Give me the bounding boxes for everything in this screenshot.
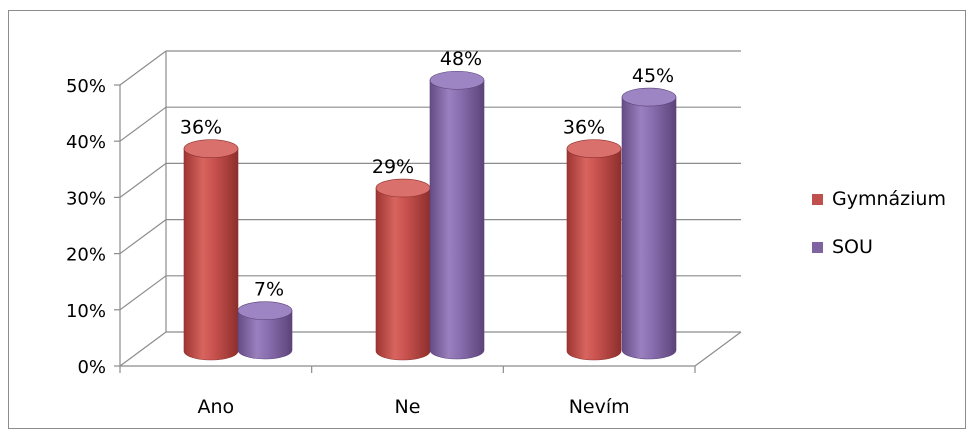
legend-item-gymnázium: Gymnázium xyxy=(812,188,946,210)
bar-body xyxy=(375,187,431,361)
x-tick-label: Ano xyxy=(197,396,234,418)
gridline-diagonal xyxy=(119,331,167,367)
data-label: 48% xyxy=(440,48,482,70)
legend: Gymnázium SOU xyxy=(812,188,946,258)
bar-gymnázium-ano xyxy=(183,139,239,361)
y-tick-label: 10% xyxy=(66,301,106,322)
data-labels: 36% 7% 29% 48% 36% 45% xyxy=(180,48,674,300)
x-tick-label: Nevím xyxy=(569,396,630,418)
legend-item-sou: SOU xyxy=(812,236,873,258)
bar-sou-ne xyxy=(429,70,485,360)
legend-swatch xyxy=(812,194,823,205)
bar-top xyxy=(566,139,622,158)
bar-sou-ano xyxy=(237,301,293,360)
gridline-diagonal xyxy=(119,162,167,198)
data-label: 36% xyxy=(563,117,605,139)
bar-body xyxy=(621,96,677,360)
bar-sou-nevím xyxy=(621,87,677,360)
y-tick-label: 50% xyxy=(66,76,106,97)
gridline-diagonal xyxy=(119,106,167,142)
axes: 0% 10% 20% 30% 40% 50% Ano Ne Nevím xyxy=(66,76,696,418)
bar-body xyxy=(237,310,293,360)
data-label: 45% xyxy=(632,65,674,87)
legend-label: SOU xyxy=(832,236,873,258)
gridline-diagonal xyxy=(119,219,167,255)
bar-top xyxy=(375,178,431,198)
bar-body xyxy=(429,79,485,360)
legend-swatch xyxy=(812,242,823,253)
y-tick-label: 0% xyxy=(77,357,106,378)
data-label: 29% xyxy=(372,156,414,178)
data-label: 7% xyxy=(254,279,284,301)
bar-top xyxy=(183,139,239,158)
data-label: 36% xyxy=(180,117,222,139)
y-tick-label: 40% xyxy=(66,132,106,153)
y-tick-label: 20% xyxy=(66,245,106,266)
bar-top xyxy=(429,70,485,90)
y-tick-label: 30% xyxy=(66,188,106,209)
gridline-diagonal xyxy=(119,50,167,86)
bar-top xyxy=(621,87,677,107)
x-tick-label: Ne xyxy=(395,396,421,418)
bar-top xyxy=(237,301,293,320)
floor-right-edge xyxy=(694,331,742,367)
bar-gymnázium-nevím xyxy=(566,139,622,361)
gridline-diagonal xyxy=(119,275,167,311)
legend-label: Gymnázium xyxy=(832,188,946,210)
bars xyxy=(183,70,677,361)
bar-body xyxy=(566,148,622,361)
bar-gymnázium-ne xyxy=(375,178,431,361)
bar-body xyxy=(183,148,239,361)
